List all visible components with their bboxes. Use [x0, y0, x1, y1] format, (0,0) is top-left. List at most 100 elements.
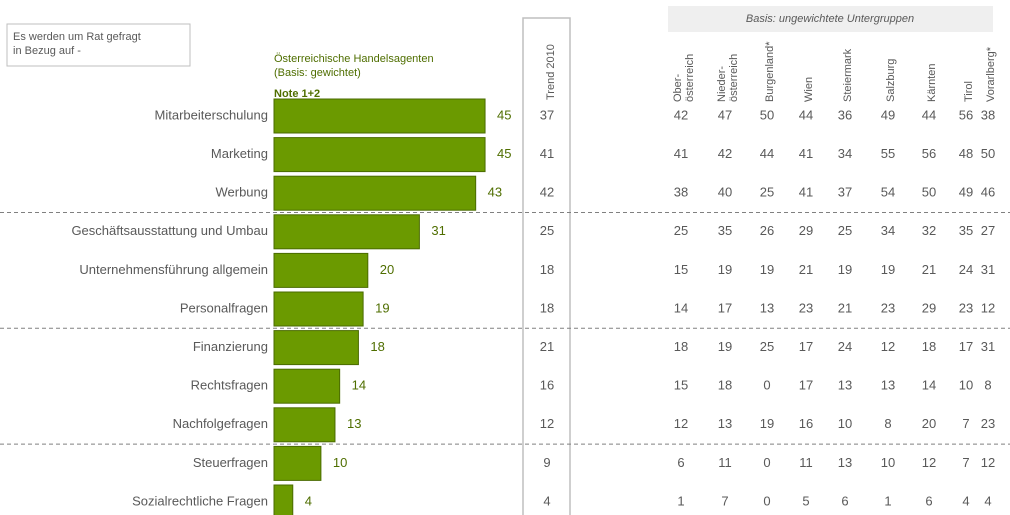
series-label: Österreichische Handelsagenten	[274, 53, 434, 65]
subgroup-value: 13	[881, 378, 895, 393]
subgroup-value: 44	[922, 107, 936, 122]
subgroup-value: 44	[760, 146, 774, 161]
subgroup-value: 17	[959, 339, 973, 354]
trend-value: 16	[540, 378, 554, 393]
subgroup-value: 7	[962, 416, 969, 431]
subgroup-value: 10	[881, 455, 895, 470]
value-label: 45	[497, 107, 511, 122]
subgroup-value: 55	[881, 146, 895, 161]
subgroup-value: 20	[922, 416, 936, 431]
subgroup-value: 25	[674, 223, 688, 238]
subgroup-header-line: Tirol	[963, 81, 975, 102]
subgroup-value: 23	[881, 300, 895, 315]
bar	[273, 175, 477, 211]
subgroup-value: 15	[674, 262, 688, 277]
subgroup-value: 41	[799, 146, 813, 161]
subgroup-value: 42	[674, 107, 688, 122]
subgroup-value: 48	[959, 146, 973, 161]
subgroup-value: 24	[959, 262, 973, 277]
subgroup-value: 41	[674, 146, 688, 161]
subgroup-value: 47	[718, 107, 732, 122]
subgroup-value: 19	[760, 416, 774, 431]
subgroup-value: 49	[881, 107, 895, 122]
subgroup-value: 13	[718, 416, 732, 431]
series-label: (Basis: gewichtet)	[274, 67, 361, 79]
subgroup-value: 26	[760, 223, 774, 238]
subgroup-header: Nieder-österreich	[716, 54, 740, 102]
subgroup-header-line: Wien	[803, 77, 815, 102]
subgroup-header-line: Burgenland*	[764, 41, 776, 102]
subgroup-value: 21	[838, 300, 852, 315]
subgroup-value: 14	[674, 300, 688, 315]
value-label: 45	[497, 146, 511, 161]
subgroup-value: 35	[718, 223, 732, 238]
subgroup-value: 19	[881, 262, 895, 277]
subgroup-header-line: Steiermark	[842, 48, 854, 102]
subgroup-value: 25	[760, 185, 774, 200]
subgroup-value: 50	[981, 146, 995, 161]
bar	[273, 330, 359, 366]
subgroup-value: 49	[959, 185, 973, 200]
bar	[273, 98, 486, 134]
subgroup-value: 11	[718, 455, 732, 470]
question-line: Es werden um Rat gefragt	[13, 31, 141, 43]
subgroup-value: 7	[962, 455, 969, 470]
subgroup-value: 4	[984, 493, 991, 508]
category-label: Mitarbeiterschulung	[155, 107, 268, 122]
value-label: 20	[380, 262, 394, 277]
subgroup-value: 19	[760, 262, 774, 277]
subgroup-value: 56	[922, 146, 936, 161]
subgroup-title: Basis: ungewichtete Untergruppen	[746, 13, 914, 25]
trend-value: 41	[540, 146, 554, 161]
subgroup-header-line: Ober-	[672, 74, 684, 102]
subgroup-value: 12	[981, 300, 995, 315]
trend-value: 25	[540, 223, 554, 238]
subgroup-value: 8	[884, 416, 891, 431]
subgroup-value: 50	[922, 185, 936, 200]
bar	[273, 407, 336, 443]
subgroup-value: 5	[802, 493, 809, 508]
bar	[273, 291, 364, 327]
value-label: 19	[375, 300, 389, 315]
subgroup-value: 38	[674, 185, 688, 200]
subgroup-value: 21	[922, 262, 936, 277]
value-label: 43	[488, 185, 502, 200]
subgroup-value: 4	[962, 493, 969, 508]
subgroup-value: 18	[674, 339, 688, 354]
subgroup-value: 50	[760, 107, 774, 122]
subgroup-value: 14	[922, 378, 936, 393]
value-label: 31	[431, 223, 445, 238]
subgroup-header: Wien	[803, 77, 815, 102]
subgroup-value: 44	[799, 107, 813, 122]
subgroup-value: 23	[981, 416, 995, 431]
value-label: 10	[333, 455, 347, 470]
subgroup-value: 36	[838, 107, 852, 122]
subgroup-value: 19	[718, 339, 732, 354]
subgroup-value: 35	[959, 223, 973, 238]
question-line: in Bezug auf -	[13, 45, 81, 57]
question: Es werden um Rat gefragt in Bezug auf -	[13, 31, 141, 57]
subgroup-value: 27	[981, 223, 995, 238]
note: Note 1+2	[274, 88, 320, 100]
subgroup-header-box	[668, 6, 993, 32]
subgroup-value: 16	[799, 416, 813, 431]
subgroup-header: Tirol	[963, 81, 975, 102]
subgroup-value: 24	[838, 339, 852, 354]
subgroup-value: 13	[838, 378, 852, 393]
subgroup-value: 19	[838, 262, 852, 277]
subgroup-value: 6	[677, 455, 684, 470]
subgroup-value: 6	[925, 493, 932, 508]
trend-value: 18	[540, 300, 554, 315]
subgroup-value: 21	[799, 262, 813, 277]
subgroup-value: 0	[763, 455, 770, 470]
category-label: Marketing	[211, 146, 268, 161]
subgroup-value: 10	[959, 378, 973, 393]
subgroup-value: 18	[718, 378, 732, 393]
value-label: 13	[347, 416, 361, 431]
subgroup-value: 31	[981, 339, 995, 354]
subgroup-value: 29	[799, 223, 813, 238]
subgroup-value: 12	[981, 455, 995, 470]
subgroup-value: 31	[981, 262, 995, 277]
value-label: 4	[305, 493, 312, 508]
subgroup-value: 1	[677, 493, 684, 508]
